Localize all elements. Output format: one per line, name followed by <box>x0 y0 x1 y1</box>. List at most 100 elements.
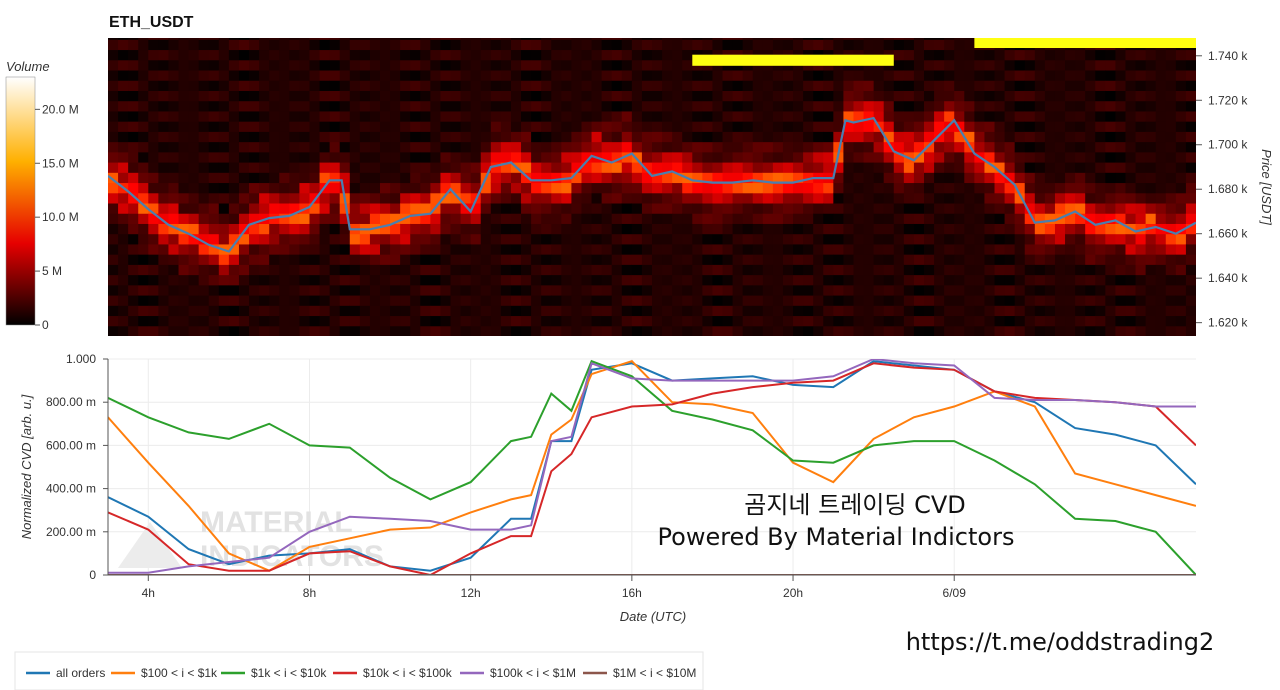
heatmap-cell <box>782 172 794 184</box>
heatmap-cell <box>964 162 975 173</box>
heatmap-cell <box>500 80 512 91</box>
heatmap-cell <box>853 305 865 317</box>
heatmap-cell <box>168 121 180 132</box>
heatmap-cell <box>349 59 361 71</box>
heatmap-cell <box>1014 151 1026 163</box>
heatmap-cell <box>531 121 542 132</box>
heatmap-cell <box>561 151 572 163</box>
heatmap-cell <box>762 121 774 132</box>
heatmap-cell <box>732 121 744 132</box>
heatmap-cell <box>299 141 310 153</box>
heatmap-cell <box>359 274 371 286</box>
heatmap-cell <box>1145 233 1157 245</box>
heatmap-cell <box>208 39 220 51</box>
heatmap-cell <box>349 325 361 336</box>
heatmap-cell <box>813 162 824 173</box>
heatmap-cell <box>359 325 371 336</box>
heatmap-cell <box>228 49 240 61</box>
heatmap-cell <box>863 284 875 296</box>
heatmap-cell <box>571 90 582 102</box>
heatmap-cell <box>833 100 844 112</box>
heatmap-cell <box>319 223 331 235</box>
heatmap-cell <box>1175 121 1187 132</box>
heatmap-cell <box>118 90 129 102</box>
heatmap-cell <box>269 131 280 143</box>
heatmap-cell <box>742 203 754 214</box>
heatmap-cell <box>863 151 875 163</box>
heatmap-cell <box>1145 325 1157 336</box>
heatmap-cell <box>803 233 814 245</box>
heatmap-cell <box>420 49 431 61</box>
heatmap-cell <box>1034 213 1046 224</box>
heatmap-cell <box>420 192 431 204</box>
heatmap-cell <box>1135 192 1147 204</box>
heatmap-cell <box>188 284 200 296</box>
heatmap-cell <box>500 264 512 276</box>
watermark-line1: MATERIAL <box>200 506 353 539</box>
heatmap-cell <box>531 305 542 317</box>
heatmap-cell <box>228 254 240 265</box>
heatmap-cell <box>1115 90 1126 102</box>
heatmap-cell <box>1155 151 1167 163</box>
heatmap-cell <box>772 172 784 184</box>
heatmap-cell <box>460 162 472 173</box>
heatmap-cell <box>1044 100 1056 112</box>
heatmap-cell <box>1165 284 1177 296</box>
heatmap-cell <box>359 243 371 255</box>
heatmap-cell <box>621 70 633 81</box>
heatmap-cell <box>1185 182 1196 194</box>
colorbar-tick-label: 20.0 M <box>42 102 79 116</box>
heatmap-cell <box>833 264 844 276</box>
heatmap-cell <box>1115 305 1126 317</box>
heatmap-cell <box>994 141 1006 153</box>
heatmap-cell <box>641 274 653 286</box>
heatmap-cell <box>1175 100 1187 112</box>
heatmap-cell <box>359 254 371 265</box>
heatmap-cell <box>1024 325 1036 336</box>
heatmap-cell <box>702 264 713 276</box>
heatmap-cell <box>974 274 985 286</box>
heatmap-cell <box>782 203 794 214</box>
heatmap-cell <box>551 305 562 317</box>
heatmap-cell <box>692 284 703 296</box>
heatmap-cell <box>863 203 875 214</box>
heatmap-cell <box>571 121 582 132</box>
heatmap-cell <box>682 192 693 204</box>
heatmap-cell <box>1135 182 1147 194</box>
heatmap-cell <box>803 151 814 163</box>
heatmap-cell <box>1105 70 1116 81</box>
heatmap-cell <box>128 121 139 132</box>
heatmap-cell <box>954 254 965 265</box>
heatmap-cell <box>480 162 492 173</box>
heatmap-cell <box>118 39 129 51</box>
heatmap-cell <box>440 233 452 245</box>
heatmap-cell <box>1135 80 1147 91</box>
heatmap-cell <box>259 254 270 265</box>
heatmap-cell <box>843 295 854 306</box>
heatmap-cell <box>732 162 744 173</box>
heatmap-cell <box>762 100 774 112</box>
heatmap-cell <box>349 254 361 265</box>
heatmap-cell <box>873 162 885 173</box>
heatmap-cell <box>1155 59 1167 71</box>
heatmap-cell <box>742 274 754 286</box>
heatmap-cell <box>924 38 935 40</box>
heatmap-cell <box>984 151 996 163</box>
heatmap-cell <box>228 80 240 91</box>
heatmap-cell <box>903 80 915 91</box>
heatmap-cell <box>531 182 542 194</box>
heatmap-cell <box>863 38 875 40</box>
heatmap-cell <box>500 162 512 173</box>
heatmap-cell <box>1024 90 1036 102</box>
heatmap-cell <box>349 182 361 194</box>
telegram-link[interactable]: https://t.me/oddstrading2 <box>906 628 1215 656</box>
heatmap-cell <box>541 325 552 336</box>
heatmap-cell <box>319 141 331 153</box>
heatmap-cell <box>259 39 270 51</box>
heatmap-cell <box>652 203 663 214</box>
heatmap-cell <box>1095 121 1106 132</box>
heatmap-cell <box>369 151 381 163</box>
heatmap-cell <box>913 254 925 265</box>
legend-label: $1k < i < $10k <box>251 666 327 680</box>
heatmap-cell <box>450 70 462 81</box>
